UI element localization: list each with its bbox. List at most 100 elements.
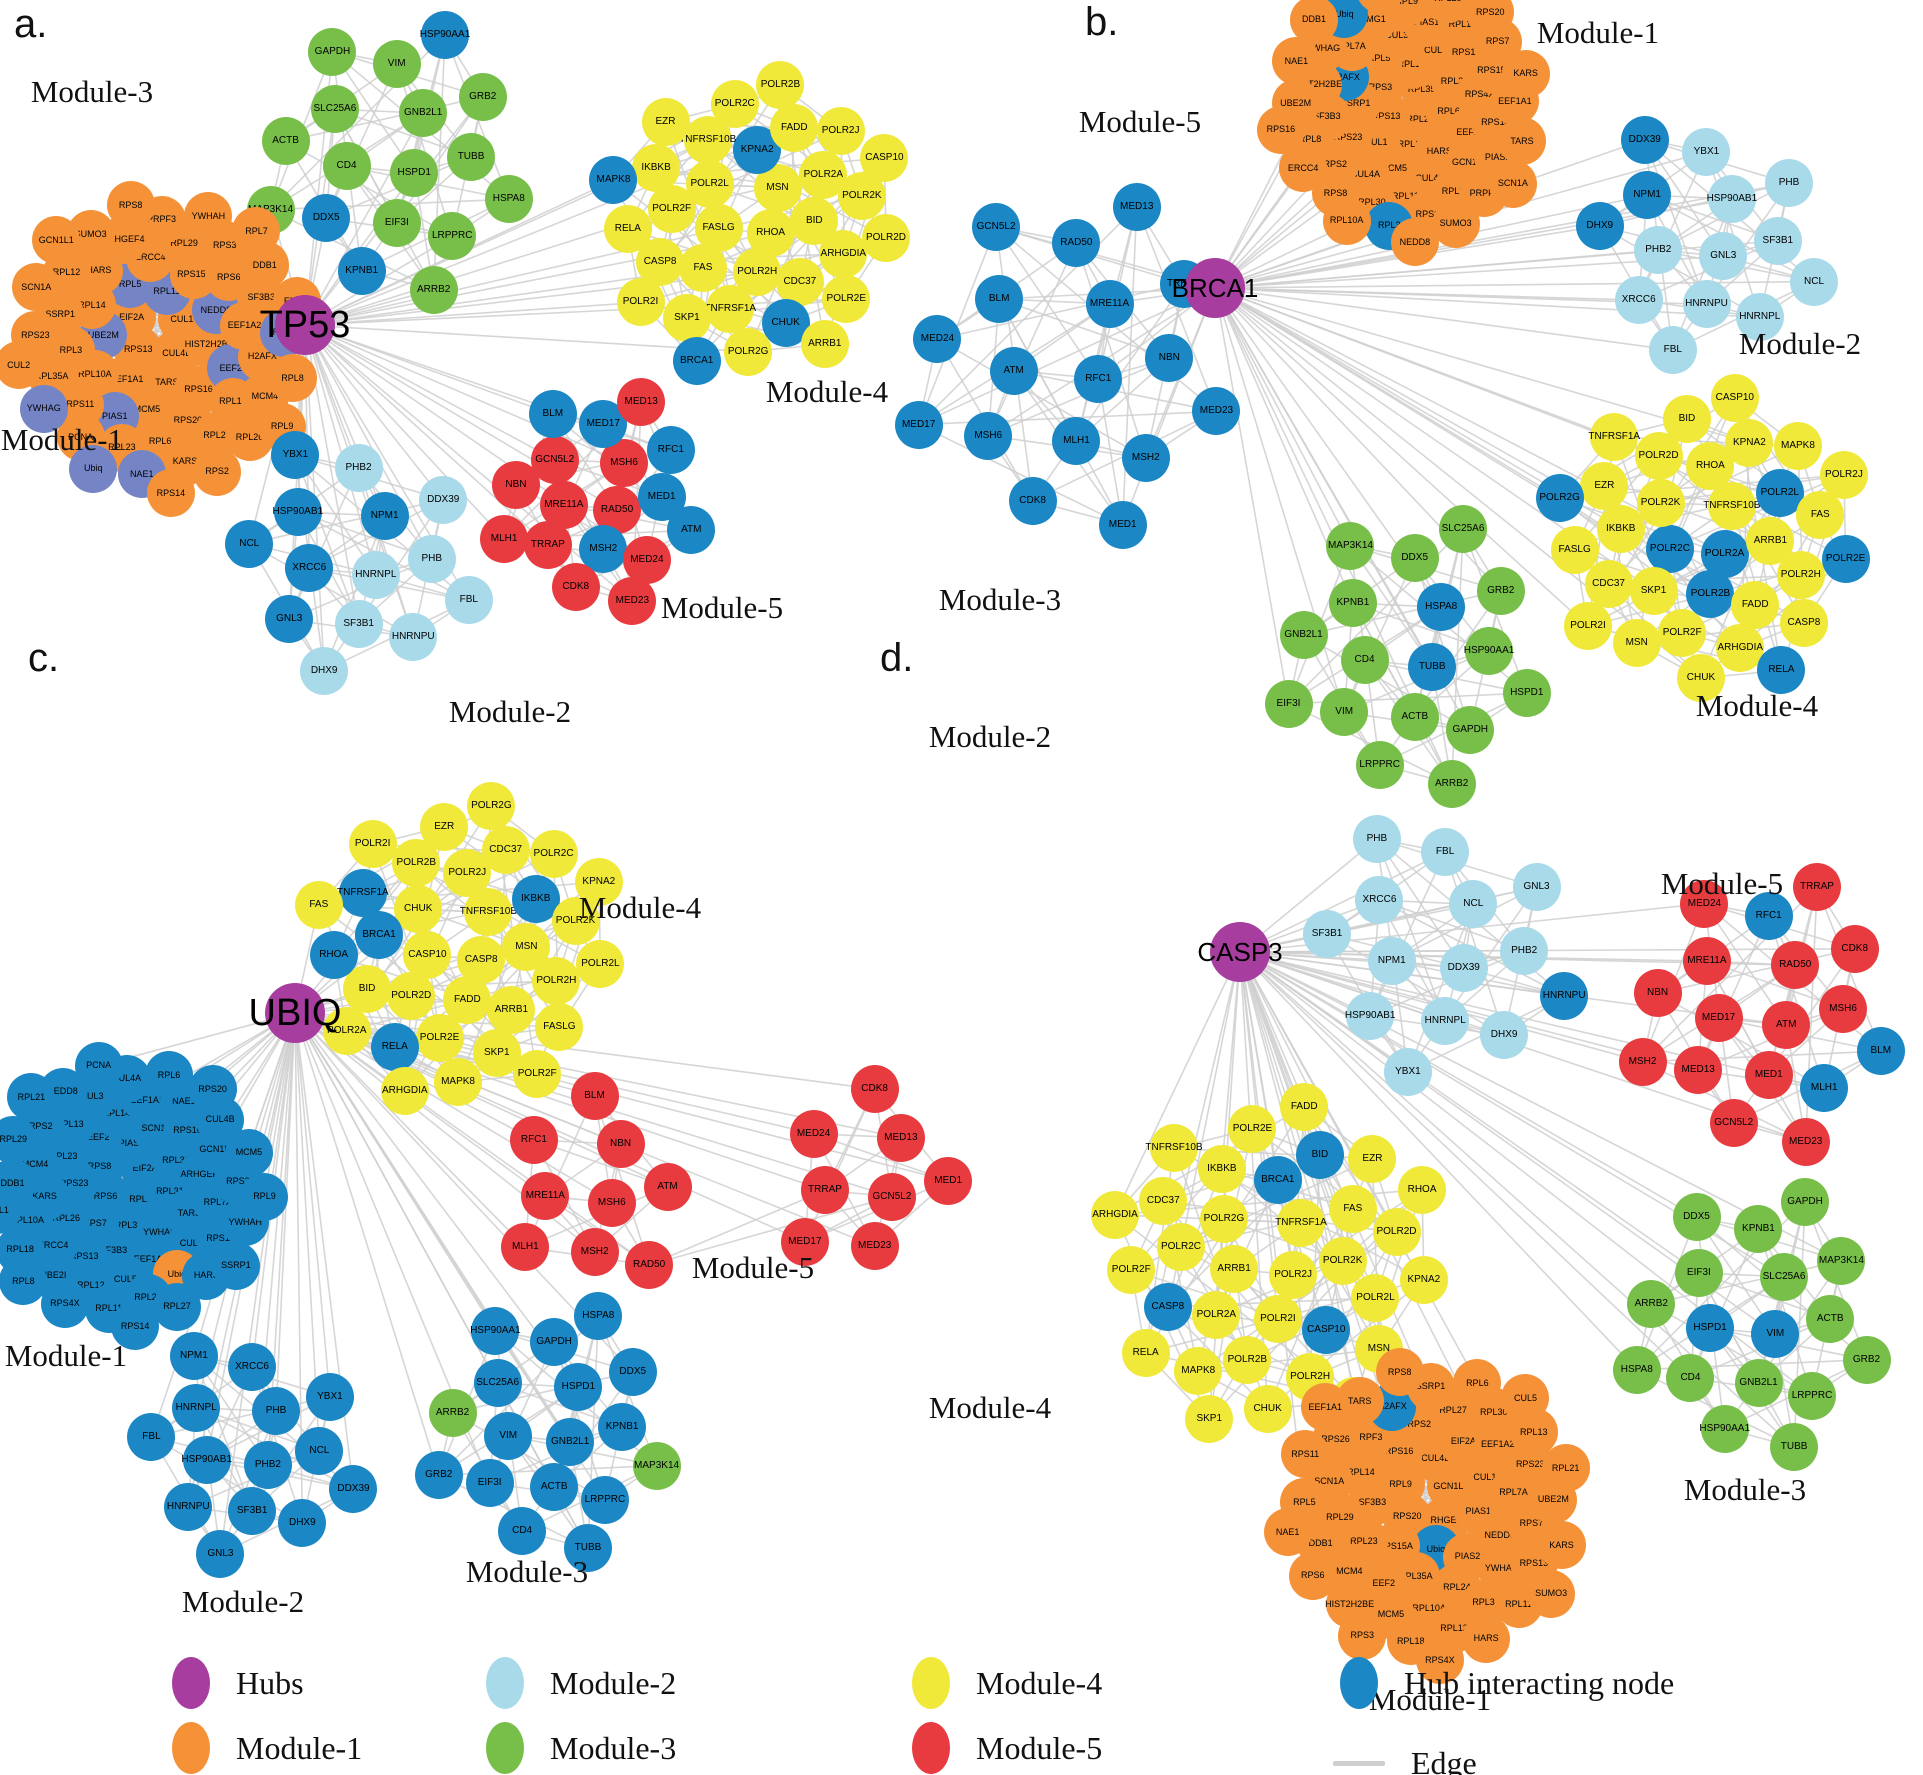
node-hnrnpu[interactable]: HNRNPU [389, 613, 438, 662]
node-ywhag[interactable]: YWHAG [19, 384, 68, 433]
node-rpl6[interactable]: RPL6 [145, 1051, 194, 1100]
node-vim[interactable]: VIM [484, 1411, 533, 1460]
node-kpnb1[interactable]: KPNB1 [1328, 579, 1377, 628]
node-atm[interactable]: ATM [1762, 1000, 1811, 1049]
node-ikbkb[interactable]: IKBKB [511, 875, 560, 924]
node-gnb2l1[interactable]: GNB2L1 [546, 1417, 595, 1466]
node-polr2i[interactable]: POLR2I [1564, 602, 1612, 651]
node-arhgdia[interactable]: ARHGDIA [380, 1067, 429, 1116]
node-chuk[interactable]: CHUK [1676, 654, 1725, 703]
node-hnrnpl[interactable]: HNRNPL [1735, 293, 1784, 342]
node-rps8[interactable]: RPS8 [1375, 1348, 1424, 1397]
node-polr2f[interactable]: POLR2F [1107, 1246, 1156, 1295]
node-fbl[interactable]: FBL [127, 1412, 176, 1461]
node-kpna2[interactable]: KPNA2 [1399, 1255, 1448, 1304]
node-hspa8[interactable]: HSPA8 [1417, 583, 1466, 632]
node-rad50[interactable]: RAD50 [625, 1241, 674, 1290]
node-arrb2[interactable]: ARRB2 [428, 1388, 477, 1437]
node-ddx39[interactable]: DDX39 [419, 475, 468, 524]
node-ddx5[interactable]: DDX5 [1390, 534, 1439, 583]
node-kars[interactable]: KARS [1501, 49, 1550, 98]
node-dhx9[interactable]: DHX9 [278, 1499, 327, 1548]
node-gapdh[interactable]: GAPDH [1446, 706, 1495, 755]
node-ikbkb[interactable]: IKBKB [1596, 504, 1645, 553]
node-fadd[interactable]: FADD [443, 975, 492, 1024]
node-skp1[interactable]: SKP1 [472, 1028, 521, 1077]
node-ybx1[interactable]: YBX1 [1682, 127, 1731, 176]
node-bid[interactable]: BID [343, 965, 392, 1014]
node-rps2[interactable]: RPS2 [193, 447, 242, 496]
node-ezr[interactable]: EZR [1348, 1134, 1397, 1183]
node-phb[interactable]: PHB [252, 1387, 301, 1436]
node-phb2[interactable]: PHB2 [1500, 926, 1549, 975]
node-nedd8[interactable]: NEDD8 [1390, 218, 1439, 267]
node-ncl[interactable]: NCL [225, 519, 274, 568]
node-skp1[interactable]: SKP1 [1629, 566, 1678, 615]
node-gnl3[interactable]: GNL3 [265, 595, 314, 644]
node-hspd1[interactable]: HSPD1 [554, 1363, 603, 1411]
node-polr2i[interactable]: POLR2I [1253, 1294, 1302, 1343]
node-mlh1[interactable]: MLH1 [501, 1223, 550, 1272]
node-gnb2l1[interactable]: GNB2L1 [399, 89, 448, 138]
node-ezr[interactable]: EZR [420, 802, 469, 851]
node-kpnb1[interactable]: KPNB1 [337, 246, 386, 295]
node-med23[interactable]: MED23 [850, 1222, 899, 1271]
node-nbn[interactable]: NBN [1145, 334, 1194, 383]
node-mapk8[interactable]: MAPK8 [434, 1058, 483, 1107]
node-xrcc6[interactable]: XRCC6 [228, 1342, 277, 1391]
node-skp1[interactable]: SKP1 [662, 293, 711, 342]
node-xrcc6[interactable]: XRCC6 [285, 544, 334, 593]
node-hspd1[interactable]: HSPD1 [1686, 1304, 1735, 1353]
node-hspa8[interactable]: HSPA8 [574, 1291, 623, 1340]
node-tubb[interactable]: TUBB [563, 1524, 612, 1573]
node-rpl8[interactable]: RPL8 [0, 1257, 48, 1306]
node-vim[interactable]: VIM [1751, 1310, 1800, 1359]
node-polr2h[interactable]: POLR2H [733, 247, 782, 296]
node-pcna[interactable]: PCNA [74, 1041, 123, 1090]
node-med17[interactable]: MED17 [1694, 994, 1743, 1043]
node-rps20[interactable]: RPS20 [188, 1065, 237, 1114]
node-rpl6[interactable]: RPL6 [1453, 1359, 1502, 1408]
node-trrap[interactable]: TRRAP [523, 521, 572, 570]
node-polr2g[interactable]: POLR2G [724, 327, 773, 376]
node-rfc1[interactable]: RFC1 [509, 1116, 558, 1165]
node-rhoa[interactable]: RHOA [309, 931, 358, 980]
node-brca1[interactable]: BRCA1 [355, 910, 404, 959]
node-mapk8[interactable]: MAPK8 [1773, 422, 1822, 471]
node-casp10[interactable]: CASP10 [860, 134, 909, 183]
node-polr2e[interactable]: POLR2E [415, 1013, 464, 1062]
node-casp8[interactable]: CASP8 [1779, 598, 1828, 647]
node-msh2[interactable]: MSH2 [570, 1227, 619, 1276]
node-slc25a6[interactable]: SLC25A6 [1760, 1252, 1809, 1301]
node-rpl7[interactable]: RPL7 [232, 207, 281, 256]
node-tubb[interactable]: TUBB [1408, 642, 1457, 691]
node-rpl9[interactable]: RPL9 [240, 1172, 289, 1221]
node-med24[interactable]: MED24 [1680, 879, 1729, 928]
node-hnrnpu[interactable]: HNRNPU [164, 1482, 213, 1531]
node-polr2c[interactable]: POLR2C [710, 80, 759, 129]
node-gcn5l2[interactable]: GCN5L2 [867, 1172, 916, 1221]
node-slc25a6[interactable]: SLC25A6 [310, 85, 359, 134]
node-rps6[interactable]: RPS6 [1288, 1551, 1337, 1600]
node-fadd[interactable]: FADD [1280, 1082, 1329, 1131]
node-eif3i[interactable]: EIF3I [1264, 679, 1313, 728]
node-med17[interactable]: MED17 [894, 400, 943, 449]
node-blm[interactable]: BLM [528, 390, 577, 439]
node-trrap[interactable]: TRRAP [1792, 863, 1841, 912]
node-polr2e[interactable]: POLR2E [822, 274, 871, 323]
node-rps4x[interactable]: RPS4X [40, 1279, 89, 1328]
node-tnfrsf10b[interactable]: TNFRSF10B [1703, 481, 1760, 530]
node-hsp90aa1[interactable]: HSP90AA1 [420, 11, 470, 60]
node-hsp90aa1[interactable]: HSP90AA1 [470, 1306, 521, 1355]
node-sumo3[interactable]: SUMO3 [1527, 1569, 1576, 1618]
node-kars[interactable]: KARS [1537, 1521, 1586, 1570]
node-arrb1[interactable]: ARRB1 [800, 320, 849, 369]
node-rela[interactable]: RELA [1121, 1329, 1170, 1378]
node-med13[interactable]: MED13 [1674, 1046, 1723, 1095]
node-npm1[interactable]: NPM1 [169, 1331, 218, 1380]
node-tars[interactable]: TARS [1498, 117, 1546, 166]
node-polr2d[interactable]: POLR2D [861, 213, 910, 262]
node-fas[interactable]: FAS [294, 880, 343, 929]
node-hspd1[interactable]: HSPD1 [390, 148, 439, 197]
node-rps8[interactable]: RPS8 [106, 181, 155, 230]
